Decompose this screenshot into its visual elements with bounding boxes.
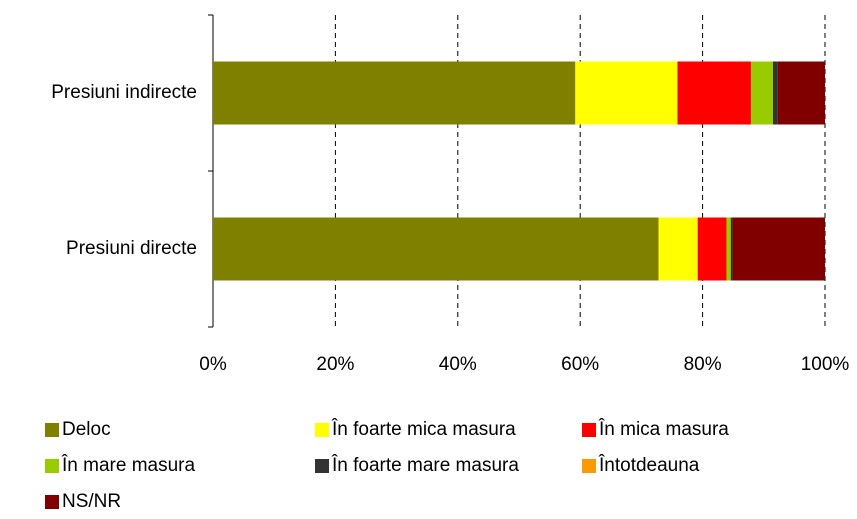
- bar-segment: [732, 217, 825, 281]
- legend-label: În mare masura: [61, 454, 195, 476]
- y-tick-label: Presiuni indirecte: [51, 82, 197, 103]
- bar-segment: [697, 217, 727, 281]
- bar-segment: [658, 217, 698, 281]
- x-tick-label: 80%: [684, 354, 722, 375]
- x-tick-label: 100%: [801, 354, 850, 375]
- bar-segment: [777, 61, 825, 125]
- bar-segment: [730, 217, 733, 281]
- legend-label: NS/NR: [62, 491, 121, 512]
- legend-label: În foarte mare masura: [331, 454, 519, 476]
- legend-label: În foarte mica masura: [331, 418, 516, 440]
- legend-swatch: [582, 423, 596, 437]
- bar-segment: [726, 217, 731, 281]
- bar-segment: [772, 61, 778, 125]
- x-tick-label: 60%: [561, 354, 599, 375]
- legend-swatch: [582, 459, 596, 473]
- legend-swatch: [45, 495, 59, 509]
- legend-swatch: [45, 423, 59, 437]
- bar-segment: [213, 217, 659, 281]
- legend-label: Întotdeauna: [598, 454, 700, 476]
- bar-segment: [677, 61, 751, 125]
- bar-segment: [213, 61, 576, 125]
- bar-segment: [575, 61, 678, 125]
- legend-swatch: [315, 459, 329, 473]
- legend-swatch: [315, 423, 329, 437]
- legend-label: Deloc: [62, 419, 111, 440]
- legend-label: În mica masura: [598, 418, 729, 440]
- x-tick-label: 20%: [316, 354, 354, 375]
- y-tick-label: Presiuni directe: [66, 238, 197, 259]
- x-tick-label: 0%: [199, 354, 227, 375]
- bar-segment: [750, 61, 773, 125]
- legend-swatch: [45, 459, 59, 473]
- x-tick-label: 40%: [439, 354, 477, 375]
